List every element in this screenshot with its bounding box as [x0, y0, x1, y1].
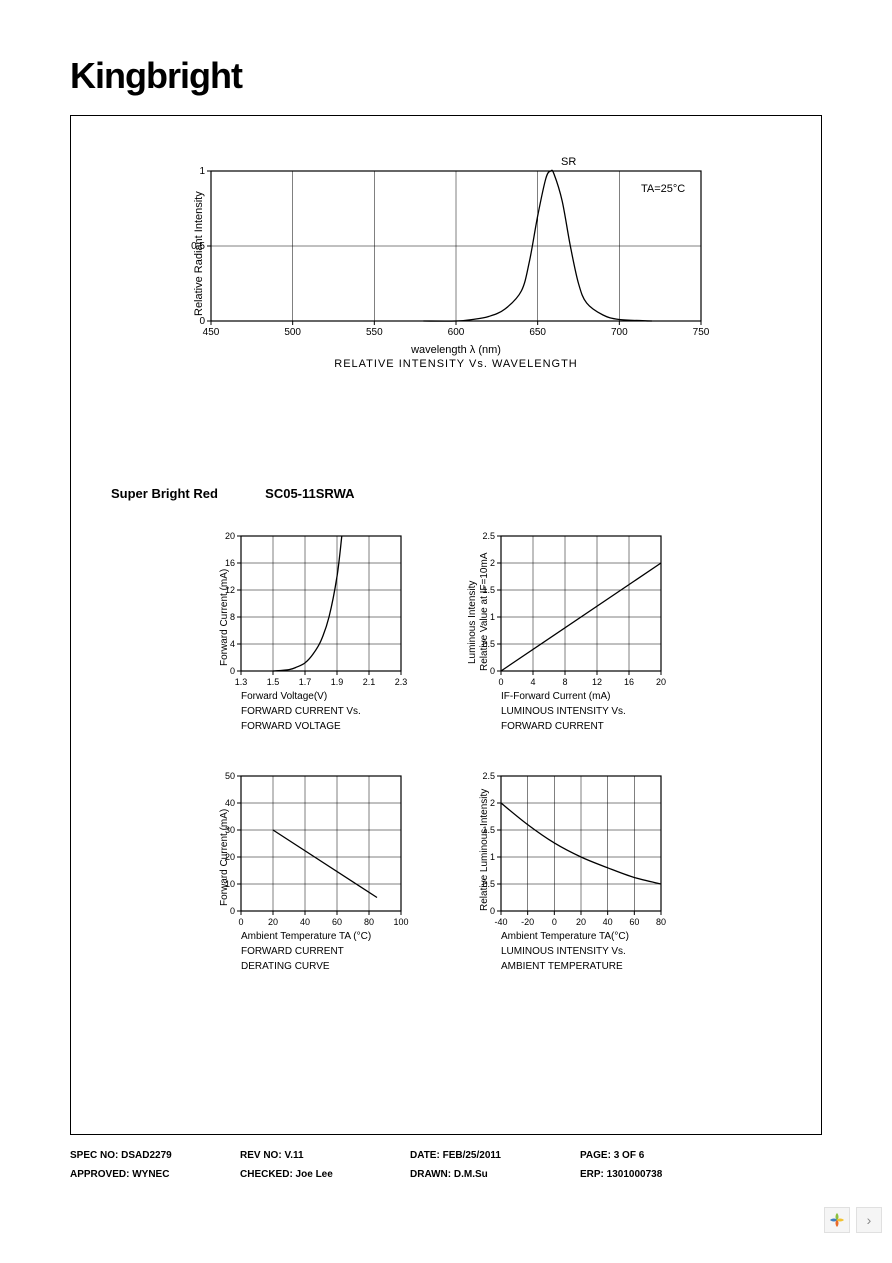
svg-text:4: 4 — [230, 639, 235, 649]
svg-text:8: 8 — [230, 612, 235, 622]
svg-text:1: 1 — [490, 852, 495, 862]
chart-lum-temp-title-1: LUMINOUS INTENSITY Vs. — [501, 945, 661, 958]
chart-derating-ylabel: Forward Current (mA) — [219, 809, 230, 906]
svg-text:-40: -40 — [494, 917, 507, 927]
svg-text:0: 0 — [552, 917, 557, 927]
chart-derating-title-2: DERATING CURVE — [241, 960, 401, 973]
svg-text:1.5: 1.5 — [267, 677, 280, 687]
svg-text:80: 80 — [656, 917, 666, 927]
svg-text:2.3: 2.3 — [395, 677, 408, 687]
chart-lum-temp-xlabel: Ambient Temperature TA(°C) — [501, 930, 661, 943]
chart-lum-current-title-1: LUMINOUS INTENSITY Vs. — [501, 705, 661, 718]
footer-drawn: DRAWN: D.M.Su — [410, 1169, 580, 1180]
svg-text:20: 20 — [268, 917, 278, 927]
footer: SPEC NO: DSAD2279 REV NO: V.11 DATE: FEB… — [70, 1150, 822, 1188]
svg-text:1.7: 1.7 — [299, 677, 312, 687]
chart-lum-current-ylabel-1: Luminous Intensity — [467, 581, 478, 664]
chart-wavelength-series-label: SR — [561, 156, 576, 168]
chart-wavelength: 45050055060065070075000.51 Relative Radi… — [211, 171, 701, 370]
brand-logo: Kingbright — [70, 55, 242, 97]
watermark-next-icon[interactable]: › — [856, 1207, 882, 1233]
svg-text:20: 20 — [225, 531, 235, 541]
svg-text:2.1: 2.1 — [363, 677, 376, 687]
svg-text:1.9: 1.9 — [331, 677, 344, 687]
product-line: Super Bright Red SC05-11SRWA — [111, 486, 355, 501]
svg-text:2: 2 — [490, 798, 495, 808]
chart-lum-current-xlabel: IF-Forward Current (mA) — [501, 690, 661, 703]
product-part-number: SC05-11SRWA — [265, 486, 354, 501]
watermark-logo-icon — [824, 1207, 850, 1233]
svg-text:50: 50 — [225, 771, 235, 781]
chart-lum-temp-title-2: AMBIENT TEMPERATURE — [501, 960, 661, 973]
chart-derating-xlabel: Ambient Temperature TA (°C) — [241, 930, 401, 943]
svg-text:0: 0 — [199, 316, 205, 327]
svg-text:2: 2 — [490, 558, 495, 568]
product-color-name: Super Bright Red — [111, 486, 218, 501]
svg-text:0: 0 — [490, 906, 495, 916]
svg-text:1: 1 — [490, 612, 495, 622]
chart-wavelength-annotation: TA=25°C — [641, 183, 685, 195]
footer-spec-no: SPEC NO: DSAD2279 — [70, 1150, 240, 1161]
svg-text:500: 500 — [284, 327, 301, 338]
chart-iv: 1.31.51.71.92.12.3048121620 Forward Curr… — [241, 536, 401, 733]
footer-page: PAGE: 3 OF 6 — [580, 1150, 750, 1161]
svg-text:1.3: 1.3 — [235, 677, 248, 687]
svg-text:4: 4 — [530, 677, 535, 687]
chart-wavelength-xlabel: wavelength λ (nm) — [211, 344, 701, 356]
chart-lum-current-ylabel-2: Relative Value at IF=10mA — [479, 553, 490, 672]
svg-text:60: 60 — [332, 917, 342, 927]
chart-iv-title-1: FORWARD CURRENT Vs. — [241, 705, 401, 718]
chart-lum-temp-ylabel: Relative Luminous Intensity — [479, 789, 490, 911]
chart-wavelength-ylabel: Relative Radiant Intensity — [193, 191, 205, 316]
chart-lum-temp: -40-2002040608000.511.522.5 Relative Lum… — [501, 776, 661, 973]
svg-text:40: 40 — [225, 798, 235, 808]
svg-text:700: 700 — [611, 327, 628, 338]
svg-text:60: 60 — [629, 917, 639, 927]
svg-text:40: 40 — [300, 917, 310, 927]
chart-iv-title-2: FORWARD VOLTAGE — [241, 720, 401, 733]
svg-text:100: 100 — [393, 917, 408, 927]
chart-wavelength-title: RELATIVE INTENSITY Vs. WAVELENGTH — [211, 358, 701, 370]
svg-text:550: 550 — [366, 327, 383, 338]
chart-lum-current: 04812162000.511.522.5 Relative Value at … — [501, 536, 661, 733]
footer-date: DATE: FEB/25/2011 — [410, 1150, 580, 1161]
svg-text:16: 16 — [225, 558, 235, 568]
footer-erp: ERP: 1301000738 — [580, 1169, 750, 1180]
svg-text:0: 0 — [230, 666, 235, 676]
page-frame: 45050055060065070075000.51 Relative Radi… — [70, 115, 822, 1135]
svg-text:0: 0 — [490, 666, 495, 676]
chart-derating-title-1: FORWARD CURRENT — [241, 945, 401, 958]
svg-text:0: 0 — [498, 677, 503, 687]
chart-lum-current-title-2: FORWARD CURRENT — [501, 720, 661, 733]
svg-text:20: 20 — [576, 917, 586, 927]
svg-text:80: 80 — [364, 917, 374, 927]
chart-iv-ylabel: Forward Current (mA) — [219, 569, 230, 666]
svg-text:0: 0 — [230, 906, 235, 916]
svg-text:600: 600 — [448, 327, 465, 338]
footer-checked: CHECKED: Joe Lee — [240, 1169, 410, 1180]
svg-text:1: 1 — [199, 166, 205, 177]
chart-iv-xlabel: Forward Voltage(V) — [241, 690, 401, 703]
svg-text:12: 12 — [592, 677, 602, 687]
chart-derating: 02040608010001020304050 Forward Current … — [241, 776, 401, 973]
svg-text:40: 40 — [603, 917, 613, 927]
svg-text:2.5: 2.5 — [482, 771, 495, 781]
footer-approved: APPROVED: WYNEC — [70, 1169, 240, 1180]
watermark: › — [824, 1207, 882, 1233]
svg-text:16: 16 — [624, 677, 634, 687]
svg-text:450: 450 — [203, 327, 220, 338]
svg-text:0: 0 — [238, 917, 243, 927]
svg-text:-20: -20 — [521, 917, 534, 927]
svg-text:750: 750 — [693, 327, 710, 338]
svg-text:2.5: 2.5 — [482, 531, 495, 541]
svg-text:20: 20 — [656, 677, 666, 687]
svg-text:8: 8 — [562, 677, 567, 687]
footer-rev-no: REV NO: V.11 — [240, 1150, 410, 1161]
svg-text:650: 650 — [529, 327, 546, 338]
